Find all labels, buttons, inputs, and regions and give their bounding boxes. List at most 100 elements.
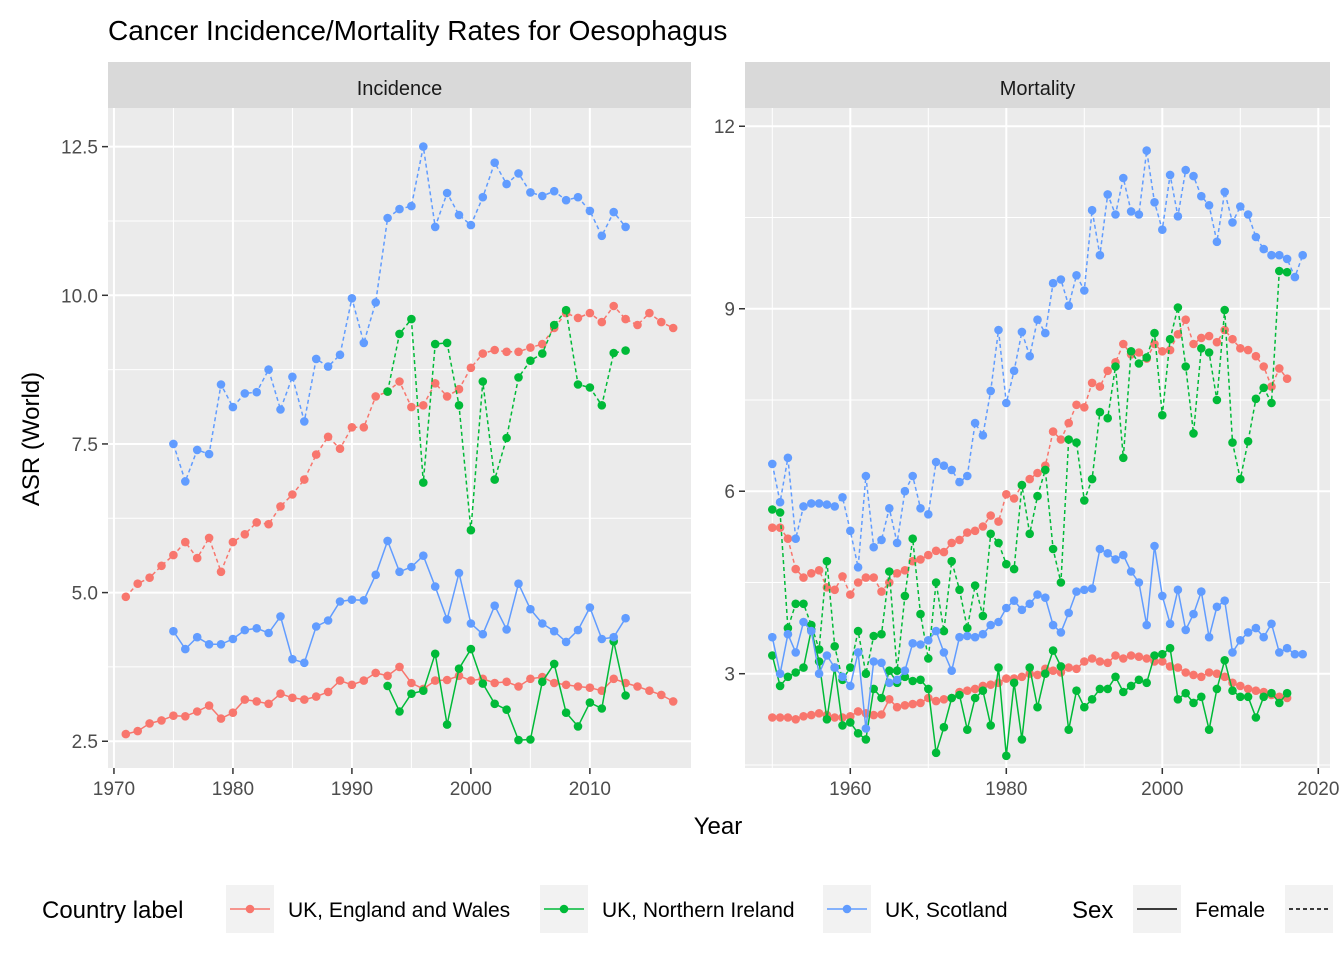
data-point: [1267, 688, 1276, 698]
data-point: [181, 477, 190, 486]
data-point: [502, 433, 511, 443]
data-point: [395, 329, 404, 339]
data-point: [442, 188, 452, 198]
data-point: [430, 339, 440, 349]
data-point: [830, 663, 839, 672]
data-point: [228, 537, 238, 547]
data-point: [300, 658, 309, 668]
data-point: [1025, 529, 1034, 539]
data-point: [561, 708, 571, 717]
data-point: [947, 666, 956, 675]
data-point: [924, 550, 933, 560]
data-point: [478, 192, 488, 202]
data-point: [768, 505, 777, 514]
data-point: [645, 686, 654, 695]
data-point: [395, 377, 404, 386]
data-point: [1056, 578, 1066, 587]
data-point: [454, 401, 464, 410]
data-point: [490, 345, 500, 355]
y-tick-label: 3: [724, 665, 735, 686]
data-point: [252, 518, 261, 527]
data-point: [585, 603, 595, 612]
data-point: [300, 475, 309, 484]
data-point: [395, 204, 404, 214]
x-tick-label: 1980: [212, 779, 254, 800]
data-point: [169, 550, 178, 560]
data-point: [311, 622, 321, 631]
data-point: [924, 684, 933, 694]
data-point: [585, 698, 595, 707]
data-point: [799, 502, 808, 511]
data-point: [768, 713, 777, 722]
data-point: [1142, 146, 1151, 155]
data-point: [430, 222, 440, 232]
data-point: [561, 195, 571, 205]
x-tick-label: 2010: [569, 779, 611, 800]
data-point: [908, 639, 917, 648]
x-tick-label: 1970: [93, 779, 135, 800]
data-point: [633, 682, 642, 691]
data-point: [1142, 353, 1151, 362]
data-point: [502, 347, 511, 357]
data-point: [1025, 474, 1034, 484]
data-point: [1103, 366, 1112, 376]
data-point: [1072, 438, 1081, 447]
data-point: [1134, 359, 1144, 368]
data-point: [419, 686, 428, 695]
data-point: [1033, 315, 1042, 325]
data-point: [1212, 669, 1222, 678]
data-point: [383, 681, 392, 691]
data-point: [1189, 609, 1198, 619]
data-point: [861, 471, 871, 481]
data-point: [1220, 656, 1229, 665]
data-point: [1064, 725, 1073, 734]
data-point: [478, 629, 488, 639]
data-point: [1220, 305, 1229, 315]
data-point: [877, 535, 886, 545]
data-point: [1275, 250, 1284, 260]
legend-item-country: UK, England and Wales: [226, 885, 510, 933]
data-point: [419, 401, 428, 410]
data-point: [597, 317, 607, 327]
panel-strip: [745, 62, 1330, 108]
data-point: [931, 748, 941, 758]
data-point: [885, 504, 894, 513]
data-point: [1275, 692, 1284, 702]
data-point: [490, 475, 500, 484]
data-point: [1017, 605, 1027, 615]
data-point: [775, 669, 785, 678]
data-point: [970, 632, 980, 642]
data-point: [526, 188, 535, 197]
data-point: [1064, 608, 1073, 618]
data-point: [1212, 602, 1222, 612]
data-point: [900, 591, 910, 601]
data-point: [264, 365, 273, 374]
data-point: [1243, 628, 1253, 637]
data-point: [347, 423, 357, 432]
data-point: [814, 669, 824, 678]
data-point: [181, 712, 190, 721]
data-point: [1002, 398, 1011, 408]
data-point: [228, 402, 238, 412]
data-point: [133, 579, 142, 588]
data-point: [466, 644, 476, 654]
data-point: [192, 632, 202, 642]
data-point: [407, 689, 416, 698]
data-point: [395, 707, 404, 716]
data-point: [276, 502, 285, 511]
data-point: [1189, 429, 1198, 438]
x-tick-label: 1990: [331, 779, 373, 800]
data-point: [514, 169, 523, 178]
data-point: [799, 617, 808, 627]
data-point: [323, 362, 333, 371]
legend-item-label: UK, Northern Ireland: [602, 899, 795, 922]
data-point: [395, 567, 404, 577]
data-point: [1204, 331, 1214, 341]
data-point: [892, 702, 902, 712]
data-point: [830, 642, 839, 651]
data-point: [1282, 267, 1292, 277]
data-point: [970, 526, 980, 536]
x-tick-label: 2000: [450, 779, 492, 800]
data-point: [216, 567, 226, 577]
data-point: [1080, 702, 1089, 712]
